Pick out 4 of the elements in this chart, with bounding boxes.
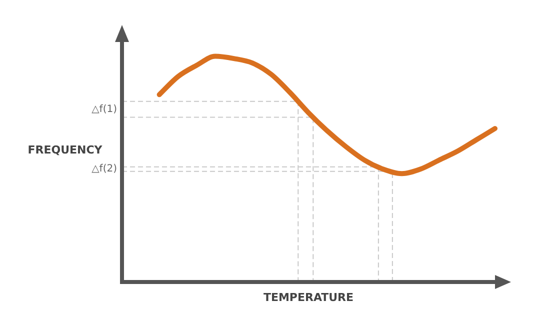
ref-line-label: △f(2) — [92, 164, 118, 175]
x-axis-title: TEMPERATURE — [263, 290, 354, 304]
y-axis-title: FREQUENCY — [28, 143, 104, 156]
ref-line-label: △f(1) — [92, 104, 118, 115]
